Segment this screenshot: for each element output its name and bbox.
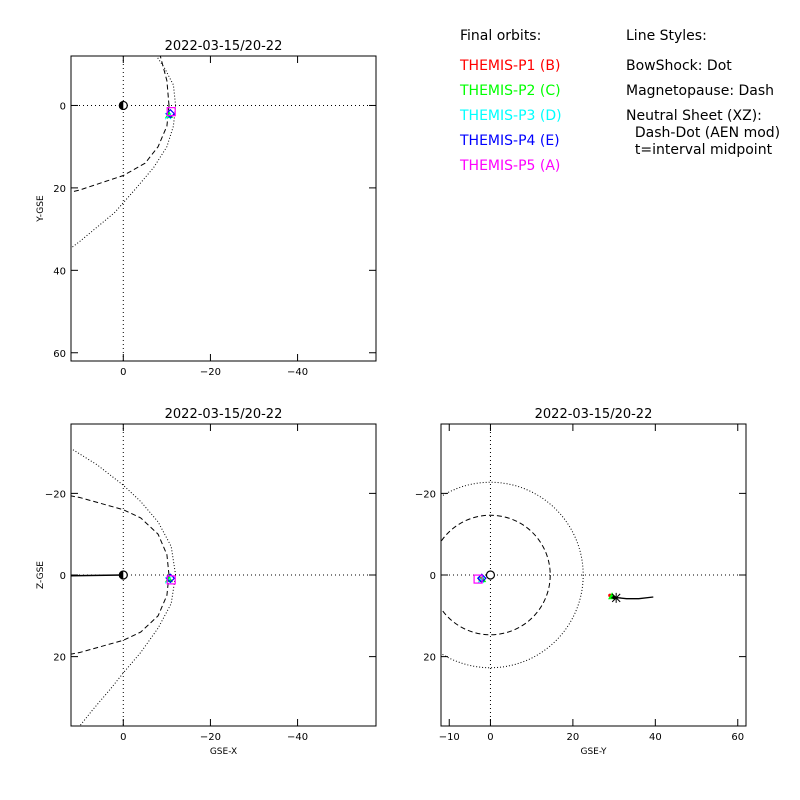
magnetopause-curve <box>71 495 170 576</box>
y-tick-label: 0 <box>430 571 436 582</box>
plot-area <box>71 424 376 726</box>
x-tick-label: −40 <box>287 367 308 378</box>
panel-xy-plane: 2022-03-15/20-22 0 −20 −40 0 20 40 60 Y-GSE <box>36 39 377 378</box>
y-tick-label: 0 <box>60 101 66 112</box>
x-axis-label: GSE-Y <box>580 747 607 757</box>
panel-frame <box>440 423 747 727</box>
y-tick-label: 20 <box>53 184 66 195</box>
star-stroke <box>611 593 621 603</box>
earth-dark-side <box>119 101 124 110</box>
y-tick-label: 20 <box>53 653 66 664</box>
style-bowshock: BowShock: Dot <box>626 58 732 74</box>
y-tick-label: 60 <box>53 349 66 360</box>
style-neutral-sheet: Neutral Sheet (XZ): <box>626 108 762 124</box>
x-tick-label: 0 <box>120 367 126 378</box>
magnetopause-curve <box>71 105 170 193</box>
magnetopause-curve <box>71 574 170 655</box>
y-tick-label: −20 <box>45 489 66 500</box>
x-tick-label: −40 <box>287 732 308 743</box>
probe-p5-marker <box>473 574 483 584</box>
legend-probe-p4: THEMIS-P4 (E) <box>459 133 560 149</box>
probe-p3-marker <box>477 576 485 584</box>
legend-probe-p5: THEMIS-P5 (A) <box>459 158 560 174</box>
x-tick-label: 60 <box>731 732 744 743</box>
probe-p5-marker <box>166 575 176 585</box>
legend: Final orbits: THEMIS-P1 (B) THEMIS-P2 (C… <box>459 28 780 174</box>
legend-probe-p2: THEMIS-P2 (C) <box>459 83 561 99</box>
orbits-legend-title: Final orbits: <box>460 28 541 44</box>
x-tick-label: −10 <box>439 732 460 743</box>
x-tick-label: 40 <box>649 732 662 743</box>
panel-frame <box>70 55 377 362</box>
earth-marker <box>485 570 496 580</box>
legend-probe-p3: THEMIS-P3 (D) <box>459 108 562 124</box>
panel-title: 2022-03-15/20-22 <box>165 39 283 54</box>
x-tick-label: −20 <box>200 732 221 743</box>
y-tick-label: −20 <box>415 489 436 500</box>
y-axis-label: Z-GSE <box>36 561 46 589</box>
neutral-sheet-line <box>71 574 124 577</box>
x-tick-label: 20 <box>567 732 580 743</box>
earth-dark-side <box>119 571 124 579</box>
x-tick-label: 0 <box>120 732 126 743</box>
probe-p5-marker <box>166 107 176 117</box>
style-magnetopause: Magnetopause: Dash <box>626 83 774 99</box>
orbit-midpoint-star <box>611 592 622 603</box>
y-tick-label: 40 <box>53 266 66 277</box>
bowshock-curve <box>79 574 177 726</box>
bowshock-curve <box>71 105 177 249</box>
line-styles-title: Line Styles: <box>626 28 707 44</box>
magnetopause-curve <box>159 56 170 106</box>
magnetopause-circle <box>441 514 551 636</box>
y-axis-label: Y-GSE <box>36 195 46 223</box>
panel-title: 2022-03-15/20-22 <box>535 407 653 422</box>
style-midpoint-note: t=interval midpoint <box>626 142 773 158</box>
panel-xz-plane: 2022-03-15/20-22 0 −20 −40 −20 0 20 GSE-X Z-GSE <box>36 407 377 757</box>
x-tick-label: −20 <box>200 367 221 378</box>
panel-title: 2022-03-15/20-22 <box>165 407 283 422</box>
legend-probe-p1: THEMIS-P1 (B) <box>459 58 560 74</box>
y-tick-label: 0 <box>60 571 66 582</box>
panel-frame <box>70 423 377 727</box>
x-tick-label: 0 <box>487 732 493 743</box>
bowshock-curve <box>155 56 177 106</box>
x-axis-label: GSE-X <box>210 747 237 757</box>
plot-area <box>441 424 746 726</box>
bowshock-circle <box>441 481 584 669</box>
plot-area <box>71 56 376 361</box>
y-tick-label: 20 <box>423 653 436 664</box>
style-neutral-sheet-model: Dash-Dot (AEN mod) <box>626 125 780 141</box>
